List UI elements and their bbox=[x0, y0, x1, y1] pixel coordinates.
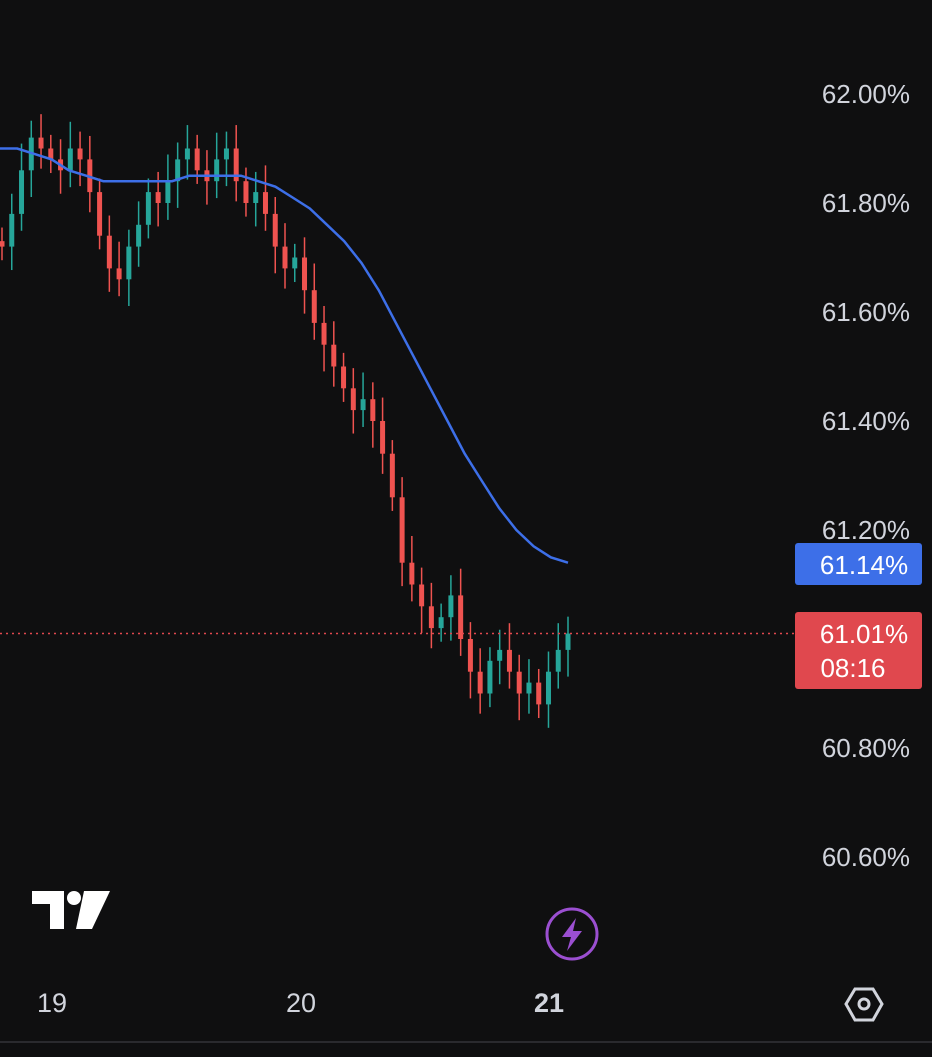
candle bbox=[214, 132, 220, 199]
candle bbox=[77, 131, 83, 187]
candle bbox=[106, 215, 112, 292]
candle bbox=[272, 197, 278, 274]
settings-hexagon-icon[interactable] bbox=[844, 987, 884, 1022]
candle bbox=[165, 154, 171, 220]
moving-average-line bbox=[0, 147, 569, 564]
candle bbox=[438, 603, 444, 642]
candle bbox=[497, 629, 503, 685]
y-tick-label: 61.60% bbox=[822, 297, 910, 327]
tradingview-logo bbox=[32, 891, 110, 929]
candle bbox=[380, 397, 386, 474]
candle bbox=[97, 178, 103, 250]
candle bbox=[341, 352, 347, 402]
candle bbox=[311, 263, 317, 340]
candle bbox=[516, 654, 522, 721]
candle bbox=[545, 651, 551, 728]
candle bbox=[477, 648, 483, 714]
candle bbox=[38, 114, 44, 169]
candle bbox=[184, 125, 190, 180]
candle bbox=[302, 237, 308, 314]
candle bbox=[0, 227, 5, 261]
candle bbox=[321, 306, 327, 372]
candle bbox=[389, 440, 395, 511]
y-tick-label: 60.80% bbox=[822, 733, 910, 763]
y-tick-label: 60.60% bbox=[822, 842, 910, 872]
candle bbox=[409, 535, 415, 602]
candle bbox=[233, 125, 239, 202]
candle bbox=[145, 178, 151, 239]
candle bbox=[536, 668, 542, 719]
candle bbox=[506, 623, 512, 689]
candle bbox=[126, 229, 132, 307]
x-tick-20: 20 bbox=[286, 988, 316, 1018]
candle bbox=[428, 582, 434, 649]
moving-average-badge: 61.14% bbox=[795, 543, 922, 585]
candle bbox=[467, 622, 473, 699]
candle bbox=[19, 143, 25, 231]
x-tick-19: 19 bbox=[37, 988, 67, 1018]
candle bbox=[67, 121, 73, 188]
candle bbox=[487, 647, 493, 708]
y-tick-label: 62.00% bbox=[822, 79, 910, 109]
candle bbox=[399, 477, 405, 587]
candle bbox=[526, 659, 532, 714]
candle bbox=[48, 134, 54, 174]
candle bbox=[282, 223, 288, 289]
candle bbox=[243, 167, 249, 217]
candle bbox=[331, 321, 337, 387]
x-axis: 19 20 21 bbox=[37, 988, 564, 1018]
candle bbox=[116, 241, 122, 297]
candle bbox=[223, 131, 229, 187]
candle bbox=[458, 568, 464, 656]
candle bbox=[448, 575, 454, 641]
last-price-label: 61.01% bbox=[820, 619, 908, 649]
y-axis: 62.00% 61.80% 61.60% 61.40% 61.20% 60.80% 60.6… bbox=[822, 79, 910, 872]
countdown-label: 08:16 bbox=[820, 653, 885, 683]
candle bbox=[262, 165, 268, 231]
y-tick-label: 61.40% bbox=[822, 406, 910, 436]
candle bbox=[175, 142, 181, 208]
candle bbox=[419, 567, 425, 634]
lightning-icon[interactable] bbox=[545, 907, 599, 961]
ma-value-label: 61.14% bbox=[820, 550, 908, 580]
candle bbox=[565, 616, 571, 677]
candle bbox=[370, 382, 376, 448]
y-tick-label: 61.80% bbox=[822, 188, 910, 218]
y-tick-label: 61.20% bbox=[822, 515, 910, 545]
last-price-badge: 61.01% 08:16 bbox=[795, 612, 922, 689]
x-tick-21: 21 bbox=[534, 988, 564, 1018]
candle bbox=[360, 372, 366, 427]
candle bbox=[350, 368, 356, 434]
candle bbox=[292, 243, 298, 283]
candle bbox=[9, 193, 15, 271]
candle bbox=[136, 201, 142, 267]
